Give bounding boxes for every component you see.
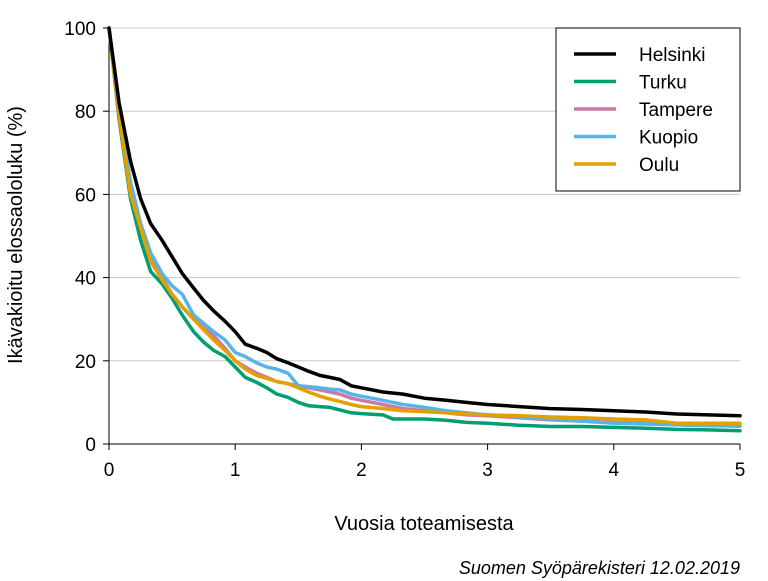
y-tick-label: 20 (75, 352, 96, 373)
legend-label-turku: Turku (639, 73, 687, 94)
y-axis-title: Ikävakioitu elossaololuku (%) (5, 106, 27, 364)
x-axis-title: Vuosia toteamisesta (334, 513, 514, 535)
x-tick-label: 2 (356, 460, 367, 481)
legend-label-tampere: Tampere (639, 100, 713, 121)
series-line-helsinki (107, 26, 742, 418)
x-tick-label: 4 (609, 460, 620, 481)
x-tick-label: 5 (735, 460, 746, 481)
series-lines (107, 26, 742, 433)
axes: 0 20 40 60 80 100 0 1 2 3 4 5 (64, 19, 745, 481)
y-tick-label: 100 (64, 19, 96, 40)
y-tick-label: 60 (75, 185, 96, 206)
legend-label-oulu: Oulu (639, 155, 679, 176)
x-tick-label: 1 (230, 460, 241, 481)
y-tick-label: 0 (85, 435, 96, 456)
x-tick-label: 3 (482, 460, 493, 481)
y-tick-label: 80 (75, 102, 96, 123)
legend-label-helsinki: Helsinki (639, 45, 706, 66)
y-tick-label: 40 (75, 269, 96, 290)
series-line-kuopio (107, 26, 742, 428)
legend: Helsinki Turku Tampere Kuopio Oulu (555, 27, 741, 192)
x-tick-label: 0 (104, 460, 115, 481)
series-line-turku (107, 26, 742, 433)
series-line-oulu (107, 26, 742, 425)
legend-label-kuopio: Kuopio (639, 128, 698, 149)
source-note: Suomen Syöpärekisteri 12.02.2019 (459, 558, 740, 578)
